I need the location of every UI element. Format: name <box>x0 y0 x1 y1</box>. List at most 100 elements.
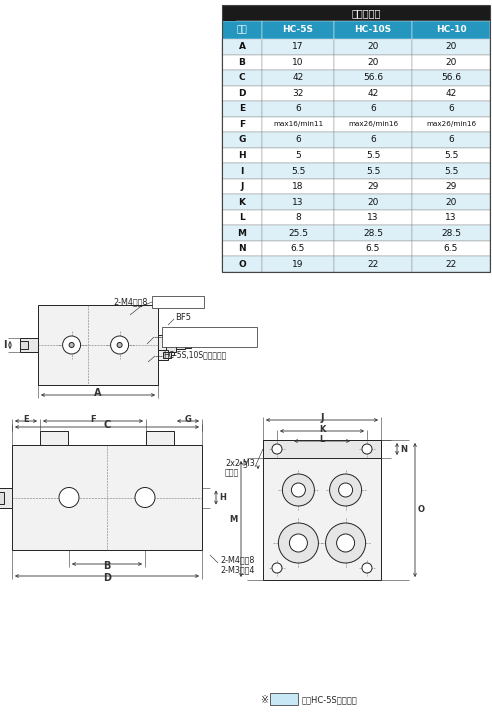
Bar <box>222 101 262 116</box>
Text: max16/min11: max16/min11 <box>273 121 323 127</box>
Text: max26/min16: max26/min16 <box>426 121 476 127</box>
Bar <box>163 352 171 358</box>
Bar <box>262 164 334 178</box>
Bar <box>262 39 334 54</box>
Bar <box>334 86 412 101</box>
Bar <box>222 70 262 86</box>
Bar <box>222 5 490 272</box>
Text: K: K <box>319 425 325 434</box>
Text: O: O <box>418 506 425 515</box>
Bar <box>146 431 174 445</box>
Text: 20: 20 <box>445 42 457 51</box>
Bar <box>262 241 334 256</box>
Bar <box>262 256 334 272</box>
Bar <box>412 226 490 241</box>
Bar <box>412 241 490 256</box>
Text: 6: 6 <box>295 104 301 114</box>
Bar <box>263 440 381 580</box>
Bar <box>412 178 490 194</box>
Text: A: A <box>94 388 102 398</box>
Text: 42: 42 <box>445 89 457 98</box>
Circle shape <box>272 444 282 454</box>
Text: B: B <box>103 561 111 571</box>
Bar <box>412 54 490 70</box>
Bar <box>412 86 490 101</box>
Text: 2-M3深さ4: 2-M3深さ4 <box>220 565 254 575</box>
Text: 内はHC-5Sを示す。: 内はHC-5Sを示す。 <box>302 695 358 705</box>
Text: 2-M4深さ8: 2-M4深さ8 <box>220 555 254 565</box>
Text: 2x2-M3: 2x2-M3 <box>225 460 255 468</box>
Text: 6: 6 <box>448 136 454 144</box>
Text: 6: 6 <box>448 104 454 114</box>
Bar <box>222 86 262 101</box>
Text: 28.5: 28.5 <box>363 228 383 238</box>
Text: 6: 6 <box>295 136 301 144</box>
Bar <box>262 86 334 101</box>
Bar <box>222 54 262 70</box>
Text: 5.5: 5.5 <box>444 151 458 160</box>
Bar <box>176 341 185 349</box>
Circle shape <box>289 534 308 552</box>
Text: 56.6: 56.6 <box>441 74 461 82</box>
Text: M: M <box>230 515 238 523</box>
Bar <box>222 148 262 164</box>
Bar <box>334 256 412 272</box>
Bar <box>20 341 28 349</box>
Text: 18: 18 <box>292 182 304 191</box>
Bar <box>222 178 262 194</box>
Bar <box>270 693 298 705</box>
Circle shape <box>330 474 362 506</box>
Text: 20: 20 <box>445 58 457 67</box>
Bar <box>185 342 191 348</box>
Bar <box>12 445 202 550</box>
Text: B: B <box>239 58 246 67</box>
Bar <box>412 116 490 132</box>
Text: C: C <box>239 74 246 82</box>
Bar <box>262 178 334 194</box>
Text: C: C <box>103 420 111 430</box>
Text: 13: 13 <box>367 213 379 222</box>
Text: HC-5S: HC-5S <box>282 26 313 34</box>
Text: 5.5: 5.5 <box>366 151 380 160</box>
Text: 6.5: 6.5 <box>366 244 380 253</box>
Bar <box>412 39 490 54</box>
Text: 22: 22 <box>445 260 457 268</box>
Bar <box>262 70 334 86</box>
Bar <box>262 226 334 241</box>
Text: A: A <box>239 42 246 51</box>
Text: ミニチュア管継手［SMC］: ミニチュア管継手［SMC］ <box>165 331 225 337</box>
Bar <box>334 164 412 178</box>
Bar <box>334 70 412 86</box>
Text: 2-M4深さ8: 2-M4深さ8 <box>114 298 148 306</box>
Text: 22: 22 <box>368 260 379 268</box>
Text: max26/min16: max26/min16 <box>348 121 398 127</box>
Text: 42: 42 <box>292 74 304 82</box>
Bar <box>334 241 412 256</box>
Circle shape <box>291 483 306 497</box>
Text: 29: 29 <box>445 182 457 191</box>
Text: HC-10: HC-10 <box>436 26 466 34</box>
Text: 6.5: 6.5 <box>444 244 458 253</box>
Circle shape <box>362 563 372 573</box>
Text: 13: 13 <box>292 198 304 206</box>
Bar <box>262 210 334 226</box>
Text: 32: 32 <box>292 89 304 98</box>
Text: HC-5S,10Sは継手無し: HC-5S,10Sは継手無し <box>163 351 226 360</box>
Bar <box>222 5 490 21</box>
Bar <box>334 39 412 54</box>
Bar <box>222 116 262 132</box>
Bar <box>334 54 412 70</box>
Circle shape <box>59 488 79 508</box>
Bar <box>262 21 334 39</box>
Text: 規格: 規格 <box>237 26 247 34</box>
Bar <box>222 210 262 226</box>
Bar <box>412 210 490 226</box>
Circle shape <box>337 534 355 552</box>
Circle shape <box>69 343 74 348</box>
Text: J: J <box>240 182 244 191</box>
Bar <box>262 132 334 148</box>
Text: 25.5: 25.5 <box>288 228 308 238</box>
Bar <box>20 338 38 352</box>
Text: D: D <box>238 89 246 98</box>
Text: 28.5: 28.5 <box>441 228 461 238</box>
